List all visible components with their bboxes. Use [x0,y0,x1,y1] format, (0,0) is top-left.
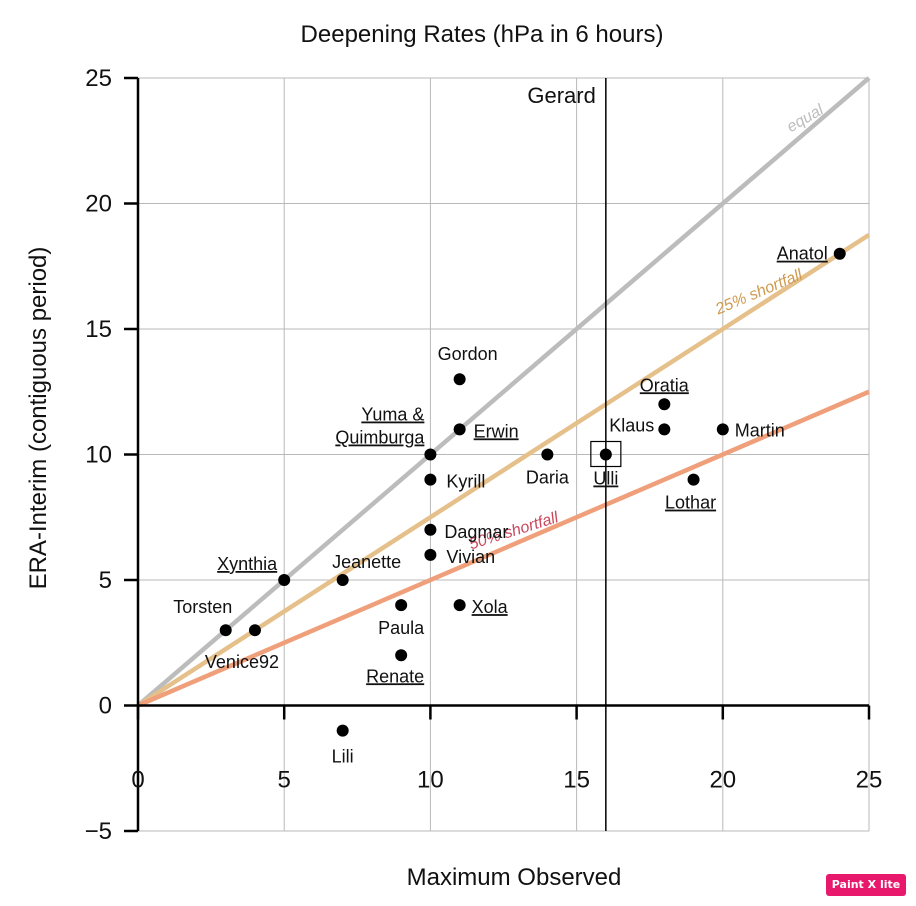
chart-title: Deepening Rates (hPa in 6 hours) [301,21,664,48]
watermark-badge: Paint X lite [826,874,906,896]
point-label-klaus: Klaus [609,415,654,435]
point-lothar [687,473,700,486]
vertical-marker-label: Gerard [527,83,595,108]
point-label-line: Torsten [173,597,232,617]
point-jeanette [336,574,349,586]
point-label-line: Paula [378,618,425,638]
point-label-erwin: Erwin [474,421,519,441]
point-lili [336,724,349,737]
point-label-kyrill: Kyrill [446,472,485,492]
point-label-daria: Daria [526,468,570,488]
x-axis-label: Maximum Observed [407,864,622,891]
point-ulli [599,448,612,461]
point-label-line: Kyrill [446,472,485,492]
y-tick-label: 20 [85,191,112,218]
point-kyrill [424,473,437,486]
point-xola [453,599,466,612]
x-tick-label: 10 [417,767,444,794]
point-label-line: Daria [526,468,570,488]
point-label-lothar: Lothar [665,493,716,513]
point-torsten [219,624,232,637]
point-label-line: Venice92 [205,652,279,672]
y-axis-label: ERA-Interim (contiguous period) [25,247,52,590]
point-anatol [833,247,846,260]
point-label-line: Klaus [609,415,654,435]
reference-line-equal [136,76,871,708]
reference-line-50-shortfall [137,389,870,708]
y-tick-label: 25 [85,65,112,92]
point-label-line: Jeanette [332,552,401,572]
point-martin [716,423,729,436]
point-label-line: Quimburga [335,428,425,448]
point-label-ulli: Ulli [593,469,618,489]
x-tick-label: 20 [709,767,736,794]
point-label-line: Martin [735,420,785,440]
reference-line-25-shortfall [136,232,871,708]
point-label-martin: Martin [735,420,785,440]
point-label-xola: Xola [472,597,509,617]
point-paula [395,599,408,612]
point-label-line: Lothar [665,493,716,513]
point-yuma [424,448,437,461]
point-label-line: Yuma & [361,405,424,425]
point-label-jeanette: Jeanette [332,552,401,572]
y-tick-label: 10 [85,442,112,469]
point-label-venice92: Venice92 [205,652,279,672]
point-renate [395,649,408,662]
y-tick-label: −5 [85,818,112,845]
point-erwin [453,423,466,436]
grid [137,77,870,832]
point-label-torsten: Torsten [173,597,232,617]
point-klaus [658,423,671,436]
point-label-line: Dagmar [444,522,508,542]
point-label-line: Gordon [438,344,498,364]
point-label-line: Vivian [446,547,495,567]
reference-line-label: 25% shortfall [712,266,805,318]
point-label-line: Ulli [593,469,618,489]
axes [124,76,871,833]
x-tick-label: 15 [563,767,590,794]
point-label-line: Erwin [474,421,519,441]
highlight-box [590,440,622,468]
point-label-anatol: Anatol [777,244,828,264]
point-dagmar [424,523,437,536]
data-points: Anatol Gordon Oratia Klaus Martin Erwin Yuma &… [173,244,846,767]
point-label-line: Xola [472,597,509,617]
point-label-renate: Renate [366,666,424,686]
point-label-xynthia: Xynthia [217,554,278,574]
y-tick-label: 0 [99,693,112,720]
point-label-paula: Paula [378,618,425,638]
point-oratia [658,398,671,411]
point-vivian [424,548,437,561]
tick-labels: 0 5 10 15 20 25 −5 0 5 10 15 20 25 [85,65,883,845]
point-label-line: Oratia [640,375,690,395]
point-label-line: Anatol [777,244,828,264]
point-gordon [453,373,466,386]
x-tick-label: 25 [856,767,883,794]
point-label-line: Lili [332,747,354,767]
point-label-line: Renate [366,666,424,686]
point-label-lili: Lili [332,747,354,767]
x-tick-label: 0 [131,767,144,794]
point-xynthia [278,574,291,586]
x-tick-label: 5 [278,767,291,794]
point-label-oratia: Oratia [640,375,690,395]
point-label-dagmar: Dagmar [444,522,508,542]
point-label-yuma: Yuma & Quimburga [335,405,425,448]
point-label-line: Xynthia [217,554,278,574]
point-venice92 [248,624,261,637]
point-label-gordon: Gordon [438,344,498,364]
point-label-vivian: Vivian [446,547,495,567]
y-tick-label: 5 [99,567,112,594]
point-daria [541,448,554,461]
y-tick-label: 15 [85,316,112,343]
